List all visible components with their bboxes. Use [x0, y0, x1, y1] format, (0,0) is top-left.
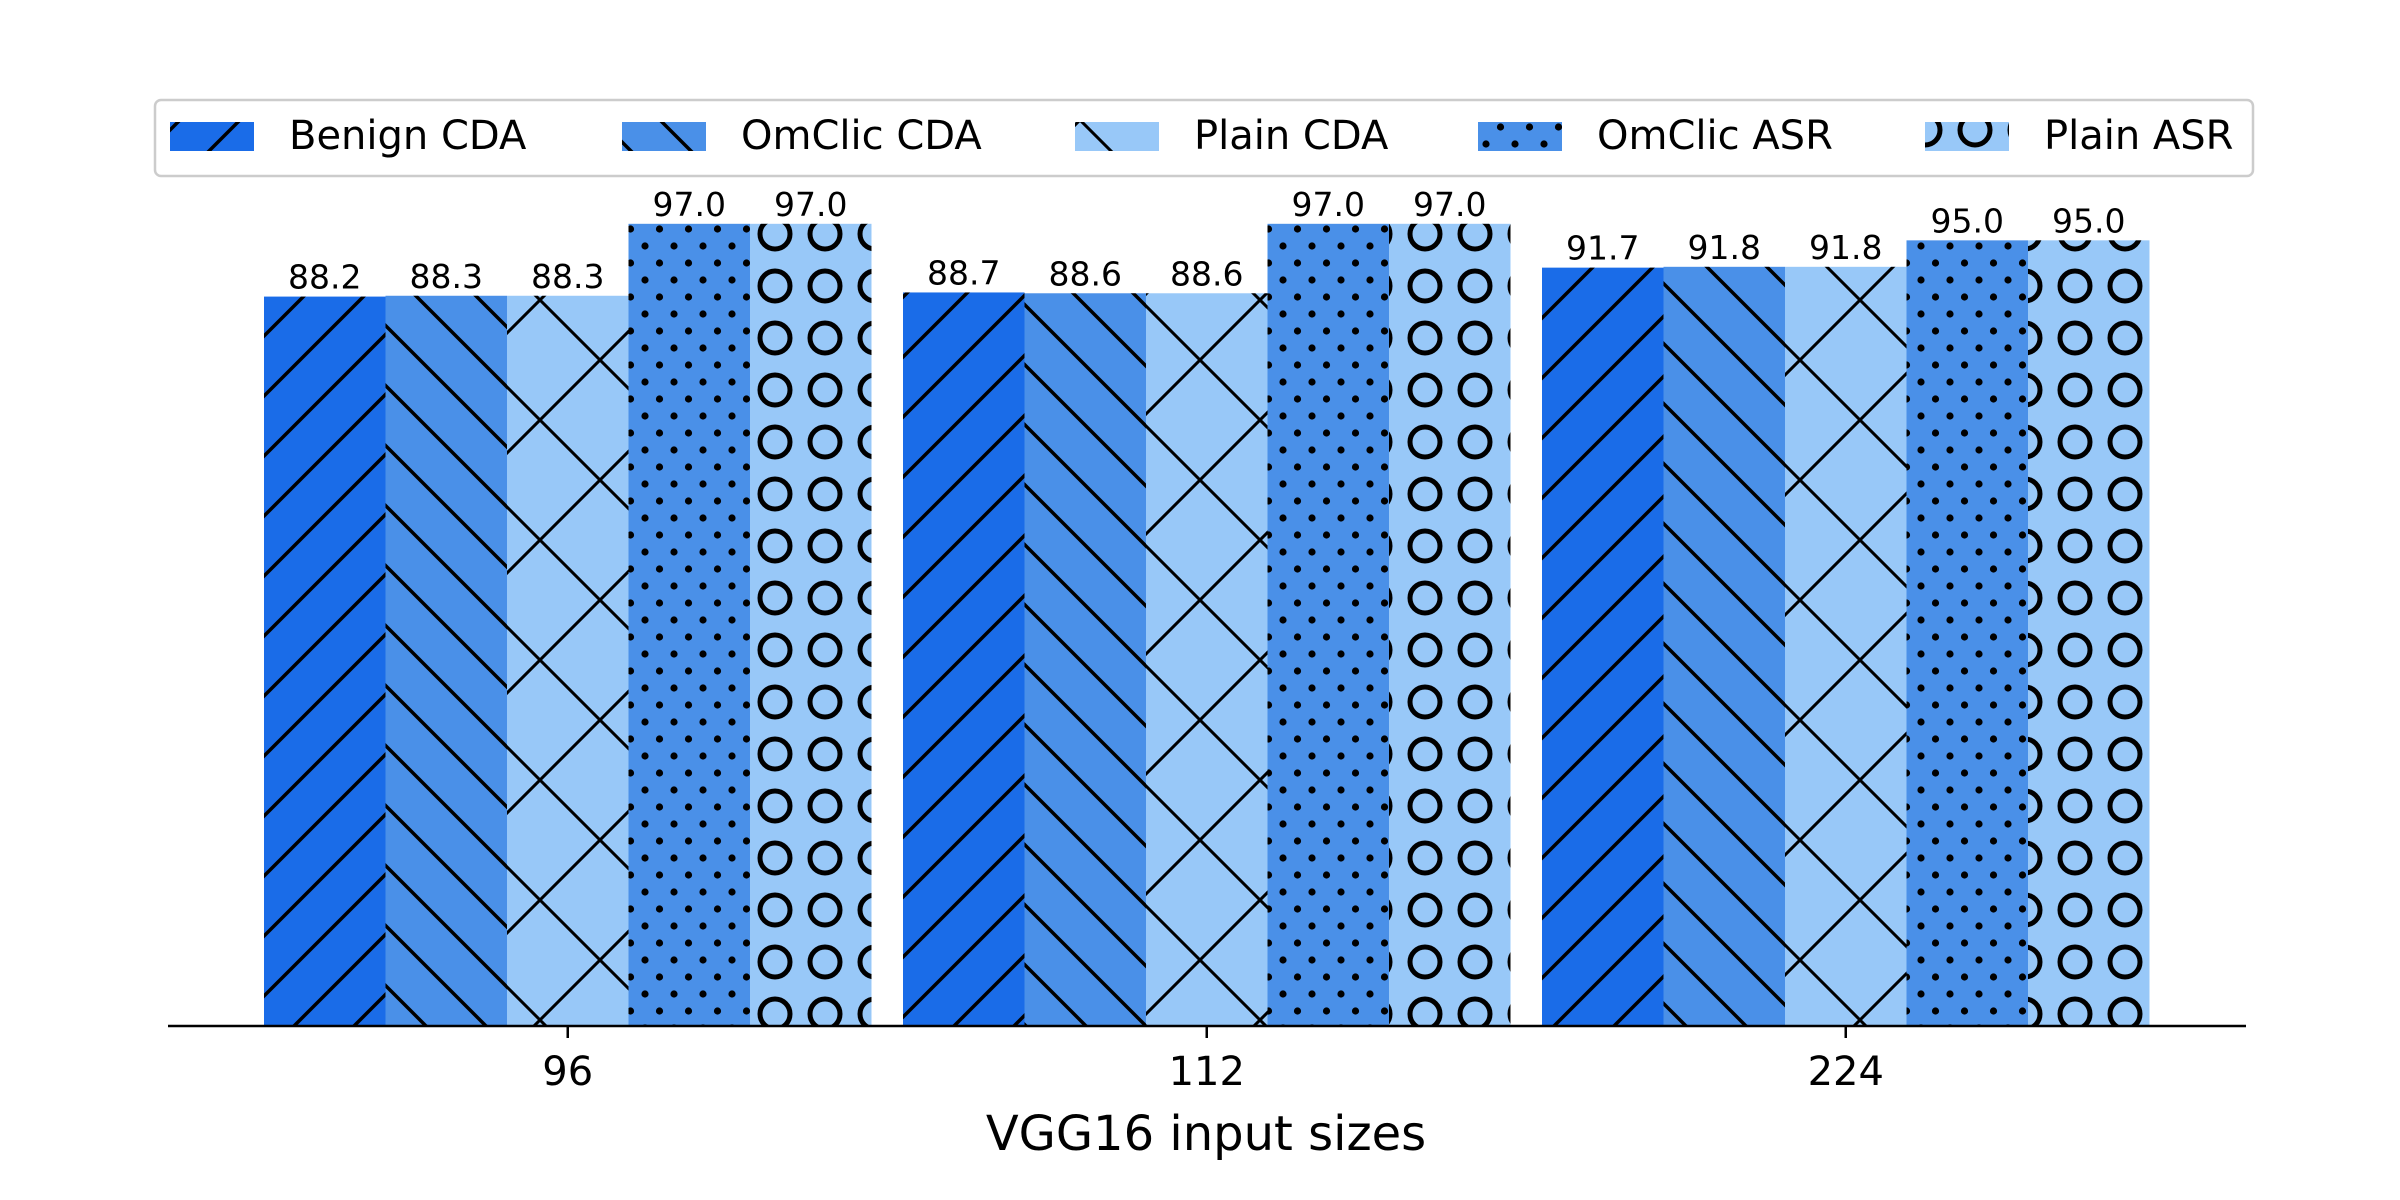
plot-area: 88.2 88.3 88.3 97.0 97.0 88.7 88.6 88.6 97.0 97.0…	[264, 185, 2150, 1027]
legend-label-omclic-cda: OmClic CDA	[741, 113, 982, 159]
bar-omclic-asr-112-hatch	[1267, 223, 1389, 1026]
x-tick-label-96: 96	[542, 1049, 593, 1095]
bar-plain-cda-224-hatch	[1785, 266, 1907, 1027]
value-label-benign-cda-224: 91.7	[1566, 229, 1639, 268]
bar-omclic-asr-224-hatch	[1906, 240, 2028, 1027]
value-label-benign-cda-96: 88.2	[288, 258, 361, 297]
value-label-plain-asr-224: 95.0	[2052, 201, 2125, 240]
legend-label-omclic-asr: OmClic ASR	[1597, 113, 1833, 159]
bar-omclic-asr-96-hatch	[628, 223, 750, 1026]
value-label-plain-asr-96: 97.0	[774, 185, 847, 224]
bar-benign-cda-112-hatch	[903, 292, 1025, 1026]
legend-swatch-hatch-omclic-asr	[1478, 122, 1562, 151]
value-label-omclic-asr-224: 95.0	[1931, 201, 2004, 240]
value-label-omclic-cda-224: 91.8	[1688, 228, 1761, 267]
legend-frame	[153, 98, 2255, 178]
bar-plain-asr-112-hatch	[1389, 223, 1511, 1026]
legend-label-plain-asr: Plain ASR	[2044, 113, 2233, 159]
legend-label-benign-cda: Benign CDA	[289, 113, 527, 159]
value-label-plain-asr-112: 97.0	[1413, 185, 1486, 224]
legend-swatch-hatch-plain-asr	[1925, 122, 2009, 151]
bar-omclic-cda-224-hatch	[1663, 266, 1785, 1027]
x-tick-label-112: 112	[1169, 1049, 1245, 1095]
bar-plain-asr-224-hatch	[2028, 240, 2150, 1027]
x-axis-ticks: 96 112 224	[542, 1026, 1884, 1095]
legend-swatch-hatch-omclic-cda	[622, 122, 706, 151]
value-label-omclic-cda-96: 88.3	[410, 257, 483, 296]
bar-omclic-cda-96-hatch	[385, 295, 507, 1026]
bar-omclic-cda-112-hatch	[1024, 293, 1146, 1026]
value-label-plain-cda-224: 91.8	[1809, 228, 1882, 267]
bar-plain-cda-112-hatch	[1146, 293, 1268, 1026]
legend: Benign CDA OmClic CDA Plain CDA OmClic ASR P…	[153, 98, 2255, 178]
bar-benign-cda-96-hatch	[264, 296, 386, 1026]
value-label-benign-cda-112: 88.7	[927, 253, 1000, 292]
bar-plain-asr-96-hatch	[750, 223, 872, 1026]
bar-plain-cda-96-hatch	[507, 295, 629, 1026]
legend-swatch-hatch-plain-cda	[1075, 122, 1159, 151]
x-axis-label: VGG16 input sizes	[986, 1106, 1426, 1162]
bar-benign-cda-224-hatch	[1542, 267, 1664, 1026]
value-label-omclic-asr-112: 97.0	[1292, 185, 1365, 224]
value-label-plain-cda-112: 88.6	[1170, 254, 1243, 293]
legend-swatch-hatch-benign-cda	[170, 122, 254, 151]
value-label-omclic-cda-112: 88.6	[1049, 254, 1122, 293]
value-label-plain-cda-96: 88.3	[531, 257, 604, 296]
x-tick-label-224: 224	[1808, 1049, 1884, 1095]
value-label-omclic-asr-96: 97.0	[653, 185, 726, 224]
legend-label-plain-cda: Plain CDA	[1194, 113, 1389, 159]
